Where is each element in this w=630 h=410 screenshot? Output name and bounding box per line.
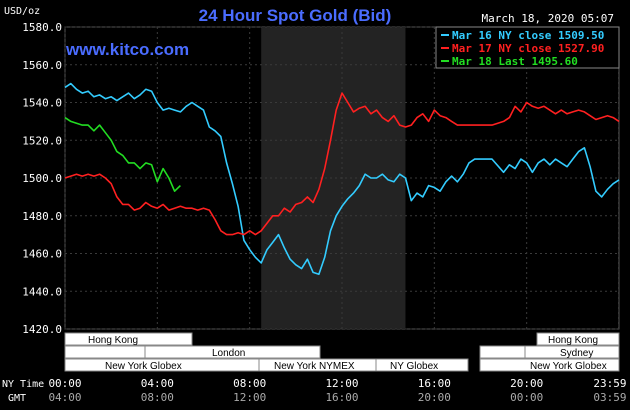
series-line-2 (64, 116, 181, 192)
session-new-york-nymex: New York NYMEX (274, 361, 355, 372)
session-london: London (212, 348, 245, 359)
y-tick-label: 1520.0 (22, 134, 62, 147)
trading-sessions: Hong Kong London New York Globex New Yor… (64, 332, 620, 372)
x-tick-label-gmt: 12:00 (233, 391, 266, 404)
session-hong-kong: Hong Kong (88, 335, 138, 346)
y-tick-label: 1540.0 (22, 97, 62, 110)
price-series (64, 82, 620, 276)
x-tick-label-gmt: 16:00 (325, 391, 358, 404)
y-tick-label: 1580.0 (22, 21, 62, 34)
x-axis-ticks: 00:0004:0004:0008:0008:0012:0012:0016:00… (48, 377, 626, 404)
x-tick-label-gmt: 03:59 (593, 391, 626, 404)
x-tick-label-gmt: 04:00 (48, 391, 81, 404)
y-tick-label: 1560.0 (22, 59, 62, 72)
legend-entry-mar17: Mar 17 NY close 1527.90 (452, 42, 604, 55)
y-tick-label: 1460.0 (22, 248, 62, 261)
nymex-shaded-region (261, 27, 406, 329)
x-tick-label-ny: 00:00 (48, 377, 81, 390)
x-tick-label-gmt: 20:00 (418, 391, 451, 404)
session-ny-globex: NY Globex (390, 361, 438, 372)
session-new-york-globex: New York Globex (105, 361, 182, 372)
x-tick-label-ny: 16:00 (418, 377, 451, 390)
y-tick-label: 1440.0 (22, 285, 62, 298)
legend-entry-mar18: Mar 18 Last 1495.60 (452, 55, 578, 68)
y-tick-label: 1500.0 (22, 172, 62, 185)
chart-timestamp: March 18, 2020 05:07 (482, 12, 614, 25)
y-tick-label: 1420.0 (22, 323, 62, 336)
y-axis-ticks: 1420.0 1440.0 1460.0 1480.0 1500.0 1520.0 1540… (22, 21, 62, 336)
legend: Mar 16 NY close 1509.50 Mar 17 NY close … (435, 26, 620, 69)
x-tick-label-ny: 23:59 (593, 377, 626, 390)
session-hong-kong-2: Hong Kong (548, 335, 598, 346)
series-line-0 (64, 82, 620, 276)
session-sydney: Sydney (560, 348, 593, 359)
kitco-watermark: www.kitco.com (65, 40, 189, 59)
y-axis-label: USD/oz (4, 6, 40, 17)
x-tick-label-gmt: 08:00 (141, 391, 174, 404)
session-new-york-globex-2: New York Globex (530, 361, 607, 372)
x-tick-label-ny: 20:00 (510, 377, 543, 390)
y-tick-label: 1480.0 (22, 210, 62, 223)
x-tick-label-gmt: 00:00 (510, 391, 543, 404)
series-line-1 (64, 92, 620, 236)
x-tick-label-ny: 12:00 (325, 377, 358, 390)
ny-time-label: NY Time (2, 379, 44, 390)
x-tick-label-ny: 04:00 (141, 377, 174, 390)
x-tick-label-ny: 08:00 (233, 377, 266, 390)
chart-title: 24 Hour Spot Gold (Bid) (199, 6, 392, 25)
gmt-label: GMT (8, 393, 26, 404)
legend-entry-mar16: Mar 16 NY close 1509.50 (452, 29, 604, 42)
